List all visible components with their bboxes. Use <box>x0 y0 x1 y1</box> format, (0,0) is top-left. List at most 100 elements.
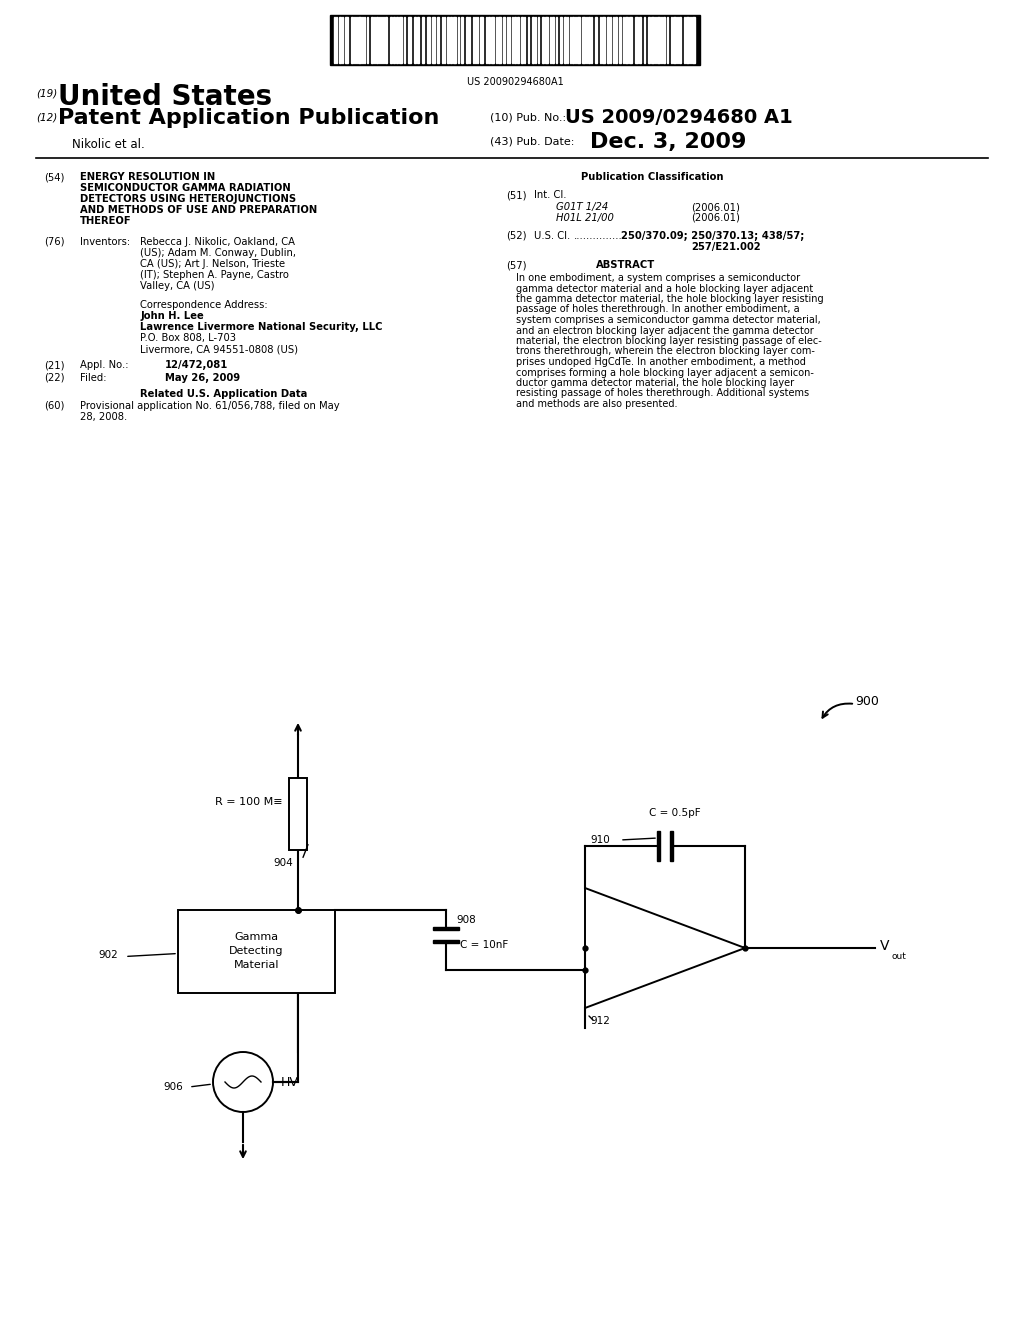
Text: CA (US); Art J. Nelson, Trieste: CA (US); Art J. Nelson, Trieste <box>140 259 285 269</box>
Text: John H. Lee: John H. Lee <box>140 312 204 321</box>
Text: Int. Cl.: Int. Cl. <box>534 190 566 201</box>
Text: U.S. Cl.: U.S. Cl. <box>534 231 570 242</box>
Bar <box>673 17 676 63</box>
Text: Livermore, CA 94551-0808 (US): Livermore, CA 94551-0808 (US) <box>140 345 298 354</box>
Text: V: V <box>880 939 890 953</box>
Bar <box>351 17 353 63</box>
Text: C = 0.5pF: C = 0.5pF <box>649 808 700 818</box>
Text: 250/370.09; 250/370.13; 438/57;: 250/370.09; 250/370.13; 438/57; <box>621 231 805 242</box>
Text: Rebecca J. Nikolic, Oakland, CA: Rebecca J. Nikolic, Oakland, CA <box>140 238 295 247</box>
Text: United States: United States <box>58 83 272 111</box>
Text: (2006.01): (2006.01) <box>691 213 740 223</box>
Text: Filed:: Filed: <box>80 374 106 383</box>
Text: P.O. Box 808, L-703: P.O. Box 808, L-703 <box>140 333 236 343</box>
Bar <box>686 17 689 63</box>
Text: comprises forming a hole blocking layer adjacent a semicon-: comprises forming a hole blocking layer … <box>516 367 814 378</box>
Text: In one embodiment, a system comprises a semiconductor: In one embodiment, a system comprises a … <box>516 273 800 282</box>
Bar <box>393 17 395 63</box>
Bar <box>564 17 566 63</box>
Bar <box>648 17 650 63</box>
Bar <box>461 17 463 63</box>
Bar <box>466 17 468 63</box>
Text: 900: 900 <box>855 696 879 708</box>
Bar <box>498 17 501 63</box>
Bar <box>450 17 452 63</box>
Text: (60): (60) <box>44 401 65 411</box>
Bar <box>339 17 341 63</box>
Bar <box>602 17 605 63</box>
Bar <box>545 17 548 63</box>
Bar <box>490 17 494 63</box>
Text: US 20090294680A1: US 20090294680A1 <box>467 77 563 87</box>
Bar <box>399 17 402 63</box>
Text: May 26, 2009: May 26, 2009 <box>165 374 240 383</box>
Bar <box>657 17 660 63</box>
Bar <box>639 17 641 63</box>
Bar <box>542 17 544 63</box>
Text: R = 100 M≡: R = 100 M≡ <box>215 797 283 807</box>
Bar <box>480 17 483 63</box>
Text: (51): (51) <box>506 190 526 201</box>
Text: (2006.01): (2006.01) <box>691 202 740 213</box>
Bar <box>178 909 335 993</box>
Bar <box>408 17 411 63</box>
Text: ................: ................ <box>574 231 626 242</box>
Text: ductor gamma detector material, the hole blocking layer: ductor gamma detector material, the hole… <box>516 378 795 388</box>
Text: ENERGY RESOLUTION IN: ENERGY RESOLUTION IN <box>80 172 215 182</box>
Bar <box>345 17 348 63</box>
Bar <box>588 17 590 63</box>
Text: Publication Classification: Publication Classification <box>581 172 724 182</box>
Bar <box>453 17 456 63</box>
Text: (22): (22) <box>44 374 65 383</box>
Text: (54): (54) <box>44 172 65 182</box>
Text: Correspondence Address:: Correspondence Address: <box>140 300 267 310</box>
Bar <box>371 17 373 63</box>
Text: the gamma detector material, the hole blocking layer resisting: the gamma detector material, the hole bl… <box>516 294 823 304</box>
Bar <box>417 17 419 63</box>
Text: Valley, CA (US): Valley, CA (US) <box>140 281 214 290</box>
Text: (43) Pub. Date:: (43) Pub. Date: <box>490 136 574 147</box>
Text: 28, 2008.: 28, 2008. <box>80 412 127 422</box>
Bar <box>521 17 523 63</box>
Text: HV: HV <box>281 1076 299 1089</box>
Bar <box>433 940 459 942</box>
Text: G01T 1/24: G01T 1/24 <box>556 202 608 213</box>
Bar <box>437 17 439 63</box>
Text: trons therethrough, wherein the electron blocking layer com-: trons therethrough, wherein the electron… <box>516 346 815 356</box>
Text: C = 10nF: C = 10nF <box>460 940 508 950</box>
Text: 910: 910 <box>590 836 610 845</box>
Text: Lawrence Livermore National Security, LLC: Lawrence Livermore National Security, LL… <box>140 322 383 333</box>
Text: (76): (76) <box>44 238 65 247</box>
Text: (US); Adam M. Conway, Dublin,: (US); Adam M. Conway, Dublin, <box>140 248 296 257</box>
Bar <box>635 17 638 63</box>
Bar <box>663 17 665 63</box>
Bar <box>657 832 660 861</box>
Text: SEMICONDUCTOR GAMMA RADIATION: SEMICONDUCTOR GAMMA RADIATION <box>80 183 291 193</box>
Bar <box>629 17 632 63</box>
Text: gamma detector material and a hole blocking layer adjacent: gamma detector material and a hole block… <box>516 284 813 293</box>
Text: out: out <box>891 952 906 961</box>
Text: (IT); Stephen A. Payne, Castro: (IT); Stephen A. Payne, Castro <box>140 271 289 280</box>
Bar <box>390 17 392 63</box>
Text: and methods are also presented.: and methods are also presented. <box>516 399 678 409</box>
Bar <box>514 17 516 63</box>
Text: Gamma
Detecting
Material: Gamma Detecting Material <box>229 932 284 970</box>
Bar <box>396 17 398 63</box>
Text: (52): (52) <box>506 231 526 242</box>
Text: H01L 21/00: H01L 21/00 <box>556 213 613 223</box>
Text: system comprises a semiconductor gamma detector material,: system comprises a semiconductor gamma d… <box>516 315 821 325</box>
Bar <box>625 17 628 63</box>
Bar <box>289 777 307 850</box>
Bar <box>433 927 459 931</box>
Bar <box>572 17 574 63</box>
Bar <box>376 17 378 63</box>
Text: 908: 908 <box>456 915 476 925</box>
Text: material, the electron blocking layer resisting passage of elec-: material, the electron blocking layer re… <box>516 337 821 346</box>
Text: passage of holes therethrough. In another embodiment, a: passage of holes therethrough. In anothe… <box>516 305 800 314</box>
Text: 904: 904 <box>273 858 293 869</box>
Text: prises undoped HgCdTe. In another embodiment, a method: prises undoped HgCdTe. In another embodi… <box>516 356 806 367</box>
Text: ABSTRACT: ABSTRACT <box>596 260 655 271</box>
Text: Appl. No.:: Appl. No.: <box>80 360 128 370</box>
Bar <box>517 17 519 63</box>
Text: and an electron blocking layer adjacent the gamma detector: and an electron blocking layer adjacent … <box>516 326 814 335</box>
